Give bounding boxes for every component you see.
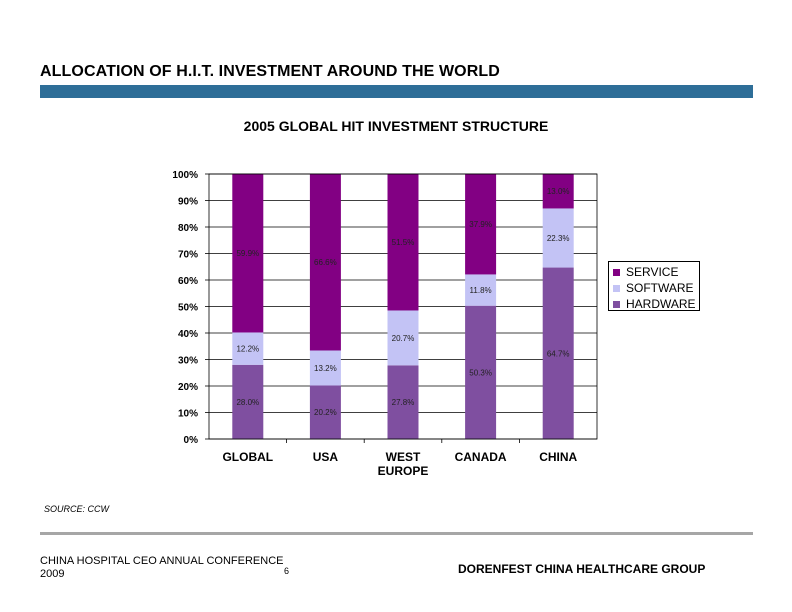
title-bar <box>40 85 753 98</box>
bar-hardware <box>465 305 497 439</box>
legend-label: HARDWARE <box>626 297 696 311</box>
footer-conference-year: 2009 <box>40 568 65 580</box>
bar-hardware <box>232 364 264 439</box>
data-label-service: 51.5% <box>392 238 415 247</box>
bar-service <box>542 174 574 209</box>
y-tick-label: 30% <box>178 356 198 367</box>
bar-service <box>232 174 264 333</box>
y-tick-label: 60% <box>178 276 198 287</box>
footer-conference: CHINA HOSPITAL CEO ANNUAL CONFERENCE 200… <box>40 555 330 581</box>
source-note: SOURCE: CCW <box>44 504 109 514</box>
legend-label: SERVICE <box>626 265 679 279</box>
data-label-service: 13.0% <box>547 187 570 196</box>
data-label-hardware: 20.2% <box>314 408 337 417</box>
chart-title: 2005 GLOBAL HIT INVESTMENT STRUCTURE <box>243 118 549 134</box>
data-label-hardware: 28.0% <box>236 398 259 407</box>
footer-conference-name: CHINA HOSPITAL CEO ANNUAL CONFERENCE <box>40 555 284 567</box>
bar-software <box>465 274 497 306</box>
bar-hardware <box>387 365 419 439</box>
y-tick-label: 50% <box>178 303 198 314</box>
footer-company: DORENFEST CHINA HEALTHCARE GROUP <box>458 562 706 576</box>
data-label-service: 37.9% <box>469 220 492 229</box>
bar-hardware <box>309 385 341 439</box>
footer-rule <box>40 532 753 535</box>
legend-label: SOFTWARE <box>626 281 694 295</box>
x-tick-label: USA <box>313 450 339 464</box>
page-number: 6 <box>284 566 290 576</box>
bar-software <box>309 350 341 386</box>
x-tick-label: CANADA <box>455 450 507 464</box>
x-tick-label: GLOBAL <box>222 450 273 464</box>
data-label-software: 20.7% <box>392 334 415 343</box>
plot-frame <box>208 173 598 440</box>
bar-software <box>542 208 574 268</box>
data-label-software: 13.2% <box>314 364 337 373</box>
x-tick-label: WEST <box>386 450 421 464</box>
y-tick-label: 90% <box>178 197 198 208</box>
x-tick-label: EUROPE <box>378 464 429 478</box>
y-tick-label: 100% <box>172 170 198 181</box>
bar-software <box>387 310 419 366</box>
data-label-software: 12.2% <box>236 345 259 354</box>
bar-service <box>387 174 419 311</box>
bar-software <box>232 332 264 365</box>
data-label-service: 59.9% <box>236 249 259 258</box>
chart-legend: SERVICE SOFTWARE HARDWARE <box>608 261 700 311</box>
y-tick-label: 80% <box>178 223 198 234</box>
legend-item-software: SOFTWARE <box>613 280 699 296</box>
legend-swatch <box>613 284 620 292</box>
legend-item-hardware: HARDWARE <box>613 296 699 312</box>
bar-hardware <box>542 267 574 439</box>
slide-title: ALLOCATION OF H.I.T. INVESTMENT AROUND T… <box>40 63 500 80</box>
data-label-software: 22.3% <box>547 234 570 243</box>
y-tick-label: 20% <box>178 382 198 393</box>
data-label-hardware: 64.7% <box>547 349 570 358</box>
bar-service <box>465 174 497 275</box>
legend-item-service: SERVICE <box>613 264 699 280</box>
y-tick-label: 0% <box>184 435 199 446</box>
y-tick-label: 40% <box>178 329 198 340</box>
legend-swatch <box>613 300 620 308</box>
x-tick-label: CHINA <box>539 450 577 464</box>
data-label-hardware: 50.3% <box>469 368 492 377</box>
bar-service <box>309 174 341 351</box>
y-tick-label: 70% <box>178 250 198 261</box>
data-label-software: 11.8% <box>470 286 492 295</box>
y-tick-label: 10% <box>178 409 198 420</box>
data-label-hardware: 27.8% <box>392 398 415 407</box>
data-label-service: 66.6% <box>314 258 337 267</box>
legend-swatch <box>613 268 620 276</box>
